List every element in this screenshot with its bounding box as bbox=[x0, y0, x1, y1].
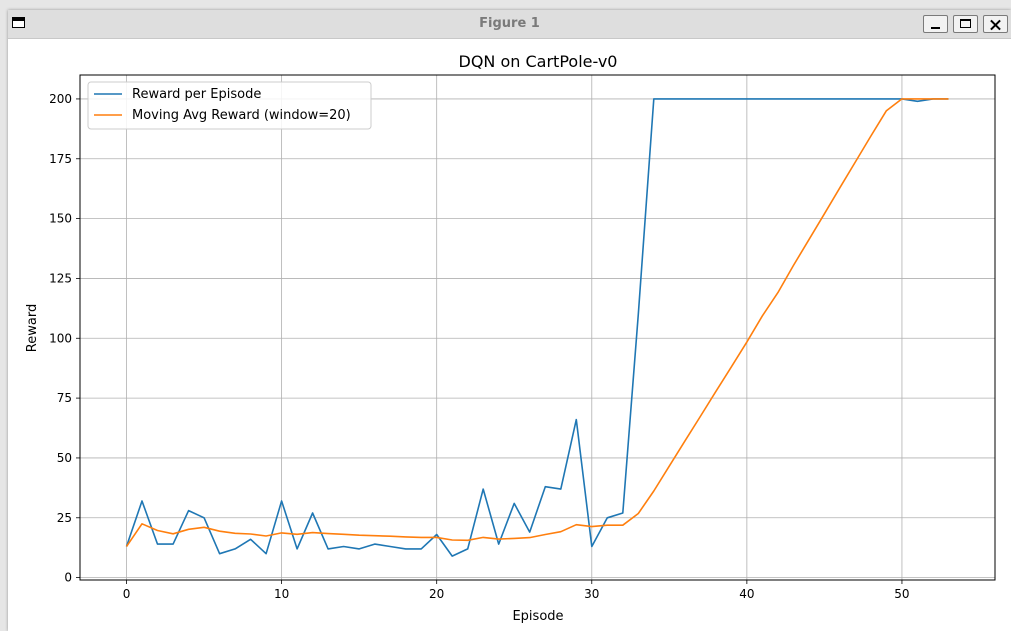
legend-label-1: Reward per Episode bbox=[132, 87, 261, 102]
y-axis-label: Reward bbox=[25, 304, 40, 352]
series-line-2 bbox=[125, 98, 949, 547]
y-tick-label: 200 bbox=[49, 92, 72, 106]
close-button[interactable] bbox=[983, 15, 1008, 33]
chart-grid bbox=[80, 75, 995, 580]
x-axis-label: Episode bbox=[512, 609, 563, 624]
y-tick-label: 150 bbox=[49, 212, 72, 226]
chart-series bbox=[125, 98, 949, 557]
maximize-button[interactable] bbox=[953, 15, 978, 33]
x-tick-label: 40 bbox=[739, 587, 754, 601]
x-tick-label: 20 bbox=[429, 587, 444, 601]
y-tick-label: 50 bbox=[57, 451, 72, 465]
series-line-1 bbox=[125, 98, 949, 557]
legend-label-2: Moving Avg Reward (window=20) bbox=[132, 108, 351, 123]
chart-legend: Reward per Episode Moving Avg Reward (win… bbox=[87, 81, 372, 130]
minimize-button[interactable] bbox=[923, 15, 948, 33]
y-tick-label: 175 bbox=[49, 152, 72, 166]
y-tick-label: 0 bbox=[64, 571, 72, 585]
x-tick-label: 30 bbox=[584, 587, 599, 601]
x-tick-label: 50 bbox=[894, 587, 909, 601]
y-tick-label: 75 bbox=[57, 391, 72, 405]
y-tick-label: 25 bbox=[57, 511, 72, 525]
legend-box bbox=[87, 81, 372, 130]
chart-title: DQN on CartPole-v0 bbox=[459, 52, 618, 71]
window-icon bbox=[12, 17, 25, 28]
window-titlebar[interactable]: Figure 1 bbox=[8, 10, 1011, 39]
plot-area bbox=[79, 74, 996, 581]
y-tick-label: 100 bbox=[49, 331, 72, 345]
figure-window: Figure 1 DQN on CartPole-v0 0 10 20 30 40 50 0… bbox=[8, 10, 1011, 631]
x-tick-label: 0 bbox=[123, 587, 131, 601]
y-tick-label: 125 bbox=[49, 271, 72, 285]
window-title: Figure 1 bbox=[479, 16, 540, 31]
chart-ticks: 0 10 20 30 40 50 0 25 50 75 100 125 150 175 200 bbox=[49, 92, 909, 601]
x-tick-label: 10 bbox=[274, 587, 289, 601]
